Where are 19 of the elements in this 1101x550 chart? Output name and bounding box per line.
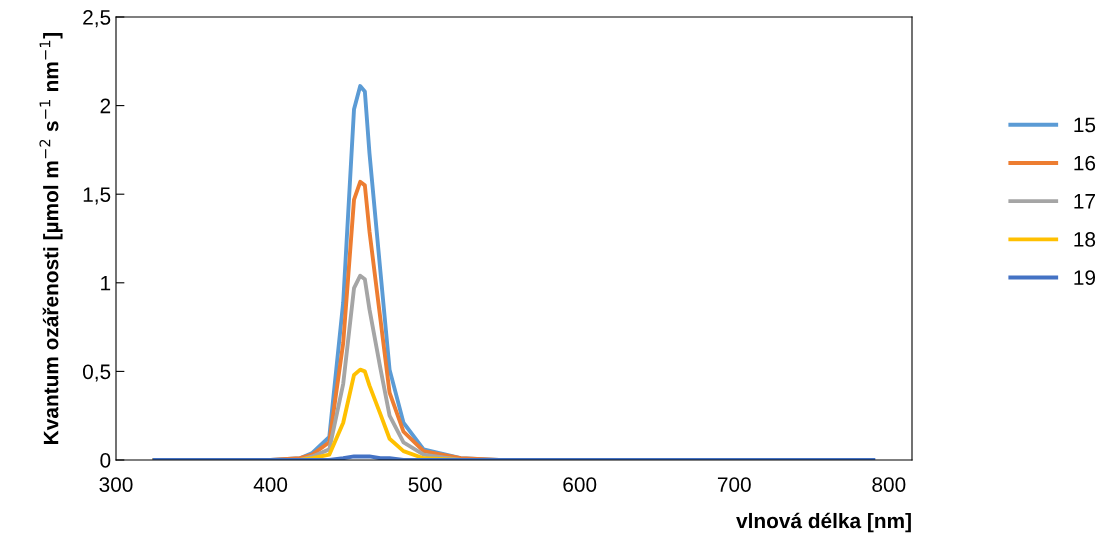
y-axis-title: Kvantum ozářenosti [µmol m$^{−2}$ s$^{−1}$ nm$^{−1}$] <box>39 33 63 444</box>
y-tick-label: 0,5 <box>82 364 111 382</box>
legend-label: 19 <box>1074 270 1096 285</box>
y-tick-label: 0 <box>100 453 111 468</box>
y-tick-label: 2,5 <box>83 10 111 28</box>
legend-label: 18 <box>1074 232 1096 247</box>
x-tick-label: 800 <box>872 477 906 492</box>
x-tick-label: 500 <box>408 477 442 492</box>
x-axis-title: vlnová délka [nm] <box>736 512 911 533</box>
y-tick-label: 1 <box>101 276 111 291</box>
y-tick-label: 1,5 <box>83 187 111 205</box>
y-tick-label: 2 <box>100 98 111 114</box>
x-tick-label: 600 <box>563 477 597 492</box>
x-tick-label: 400 <box>253 477 288 492</box>
legend-label: 15 <box>1074 117 1096 133</box>
legend-label: 17 <box>1074 194 1095 209</box>
x-tick-label: 700 <box>717 477 751 492</box>
x-tick-label: 300 <box>99 477 133 492</box>
legend-label: 16 <box>1074 155 1096 171</box>
